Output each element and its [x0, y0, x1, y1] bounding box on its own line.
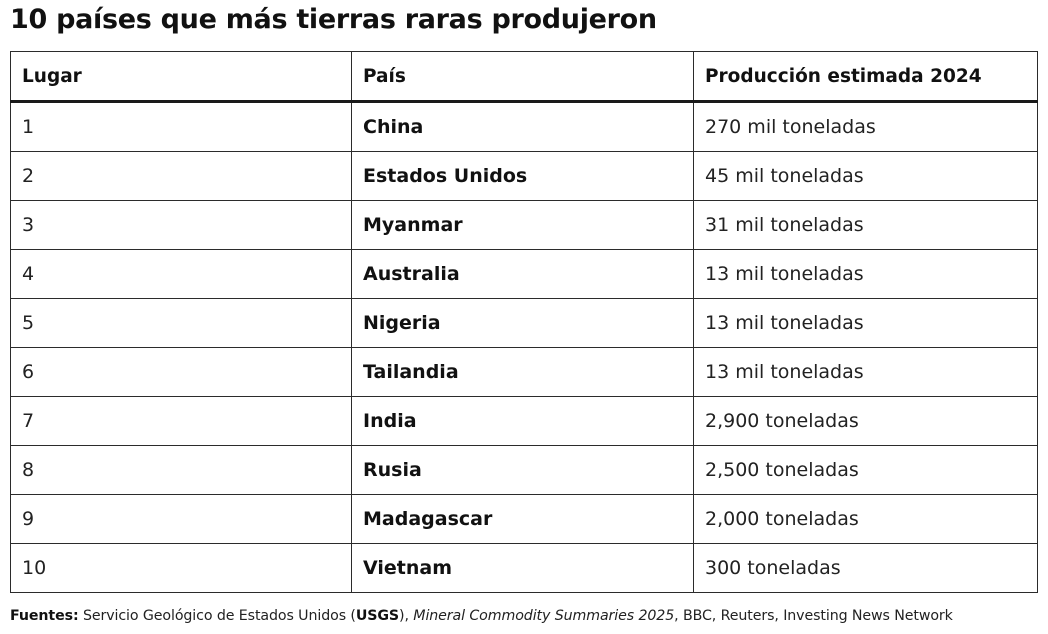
production-cell: 13 mil toneladas [693, 298, 1038, 348]
production-cell: 13 mil toneladas [693, 347, 1038, 397]
sources-text-2: ), [399, 608, 414, 624]
country-cell: Vietnam [351, 543, 694, 593]
country-cell: Tailandia [351, 347, 694, 397]
production-cell: 2,900 toneladas [693, 396, 1038, 446]
page-title: 10 países que más tierras raras produjer… [10, 4, 657, 35]
country-cell: China [351, 101, 694, 152]
table-row: 6 Tailandia 13 mil toneladas [10, 347, 1038, 397]
rank-cell: 5 [10, 298, 352, 348]
table-row: 8 Rusia 2,500 toneladas [10, 445, 1038, 495]
header-rank: Lugar [10, 51, 352, 103]
table-header: Lugar País Producción estimada 2024 [10, 51, 1038, 103]
country-cell: Madagascar [351, 494, 694, 544]
rank-cell: 3 [10, 200, 352, 250]
country-cell: Australia [351, 249, 694, 299]
table-body: 1 China 270 mil toneladas 2 Estados Unid… [10, 101, 1038, 593]
rank-cell: 2 [10, 151, 352, 201]
sources-text-3: , BBC, Reuters, Investing News Network [674, 608, 953, 624]
rank-cell: 6 [10, 347, 352, 397]
sources-text-1: Servicio Geológico de Estados Unidos ( [78, 608, 356, 624]
production-cell: 31 mil toneladas [693, 200, 1038, 250]
rank-cell: 8 [10, 445, 352, 495]
production-cell: 270 mil toneladas [693, 101, 1038, 152]
production-cell: 13 mil toneladas [693, 249, 1038, 299]
table-row: 10 Vietnam 300 toneladas [10, 543, 1038, 593]
table-row: 5 Nigeria 13 mil toneladas [10, 298, 1038, 348]
table-row: 9 Madagascar 2,000 toneladas [10, 494, 1038, 544]
rank-cell: 7 [10, 396, 352, 446]
sources-publication: Mineral Commodity Summaries 2025 [413, 608, 675, 624]
rank-cell: 9 [10, 494, 352, 544]
header-row: Lugar País Producción estimada 2024 [10, 51, 1038, 103]
rank-cell: 1 [10, 101, 352, 152]
production-cell: 45 mil toneladas [693, 151, 1038, 201]
production-table: Lugar País Producción estimada 2024 1 Ch… [10, 51, 1038, 593]
rank-cell: 10 [10, 543, 352, 593]
table-row: 3 Myanmar 31 mil toneladas [10, 200, 1038, 250]
table-row: 4 Australia 13 mil toneladas [10, 249, 1038, 299]
country-cell: Nigeria [351, 298, 694, 348]
header-production: Producción estimada 2024 [693, 51, 1038, 103]
header-country: País [351, 51, 694, 103]
country-cell: Myanmar [351, 200, 694, 250]
rank-cell: 4 [10, 249, 352, 299]
table-row: 2 Estados Unidos 45 mil toneladas [10, 151, 1038, 201]
production-cell: 2,500 toneladas [693, 445, 1038, 495]
sources-usgs: USGS [355, 608, 400, 624]
table-row: 1 China 270 mil toneladas [10, 101, 1038, 152]
country-cell: Estados Unidos [351, 151, 694, 201]
sources-footnote: Fuentes: Servicio Geológico de Estados U… [10, 608, 953, 624]
table-row: 7 India 2,900 toneladas [10, 396, 1038, 446]
country-cell: Rusia [351, 445, 694, 495]
production-cell: 300 toneladas [693, 543, 1038, 593]
production-cell: 2,000 toneladas [693, 494, 1038, 544]
sources-label: Fuentes: [10, 608, 79, 624]
country-cell: India [351, 396, 694, 446]
